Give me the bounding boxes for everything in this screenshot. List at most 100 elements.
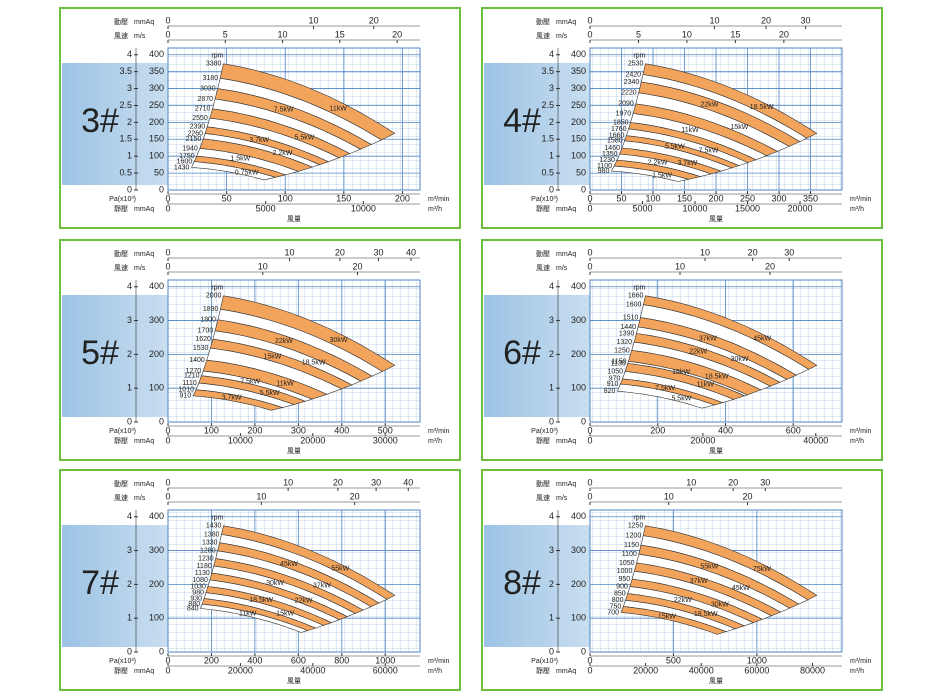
power-label: 18.5kW (302, 359, 326, 366)
y-tick-label: 250 (149, 100, 164, 110)
power-label: 3.7kW (222, 395, 242, 402)
x-tick-label: 800 (334, 655, 349, 665)
power-label: 15kW (658, 613, 676, 620)
y-tick-label: 300 (571, 83, 586, 93)
y-tick-label: 1.5 (541, 134, 554, 144)
rpm-label: 1510 (623, 314, 639, 321)
x-tick-label: 60000 (744, 665, 769, 675)
power-label: 30kW (266, 580, 284, 587)
x-tick-label: 400 (334, 425, 349, 435)
x-tick-label: 0 (587, 655, 592, 665)
panel-label: 6# (503, 334, 541, 372)
y-tick-label: 400 (571, 511, 586, 521)
power-label: 5.5kW (665, 144, 685, 151)
x-tick-label: 10000 (228, 435, 253, 445)
power-label: 22kW (689, 349, 707, 356)
y-tick-label: 50 (576, 167, 586, 177)
y-tick-label: 150 (149, 134, 164, 144)
power-label: 37kW (690, 578, 708, 585)
rpm-label: 1620 (195, 336, 211, 343)
power-label: 11kW (696, 382, 714, 389)
x-tick-label: 0 (165, 193, 170, 203)
power-label: 18.5kW (249, 597, 273, 604)
rpm-label: 980 (598, 168, 610, 175)
rpm-label: 1430 (174, 164, 190, 171)
axis-label: m/s (134, 33, 146, 40)
power-label: 45kW (753, 336, 771, 343)
x-tick-label: 20 (352, 261, 362, 271)
x-tick-label: 40000 (300, 665, 325, 675)
rpm-label: 3380 (206, 61, 222, 68)
x-tick-label: 0 (165, 491, 170, 501)
rpm-header: rpm (633, 53, 645, 60)
axis-label: 風量 (709, 677, 723, 685)
power-label: 11kW (681, 127, 699, 134)
y-tick-label: 1 (549, 613, 554, 623)
power-label: 22kW (295, 597, 313, 604)
x-tick-label: 150 (336, 193, 351, 203)
power-label: 30kW (330, 337, 348, 344)
axis-label: 風量 (287, 215, 301, 223)
rpm-label: 1280 (200, 548, 216, 555)
axis-label: m/s (134, 265, 146, 272)
y-tick-label: 0 (581, 646, 586, 656)
rpm-label: 3180 (203, 75, 219, 82)
x-tick-label: 200 (395, 193, 410, 203)
axis-label: 靜壓 (536, 436, 550, 445)
rpm-label: 1660 (609, 133, 625, 140)
panel-label: 4# (503, 102, 541, 140)
rpm-header: rpm (633, 515, 645, 522)
power-label: 37kW (699, 336, 717, 343)
axis-label: 動壓 (536, 249, 550, 258)
rpm-label: 910 (180, 393, 192, 400)
x-tick-label: 0 (165, 15, 170, 25)
axis-label: mmAq (134, 481, 154, 488)
x-tick-label: 100 (645, 193, 660, 203)
axis-label: 靜壓 (114, 666, 128, 675)
rpm-label: 2220 (621, 90, 637, 97)
rpm-label: 820 (604, 388, 616, 395)
rpm-label: 1050 (619, 560, 635, 567)
axis-label: m³/h (850, 206, 864, 213)
axis-label: 動壓 (114, 479, 128, 488)
y-tick-label: 50 (154, 167, 164, 177)
x-tick-label: 30 (371, 477, 381, 487)
panel-label: 3# (81, 102, 119, 140)
y-tick-label: 2 (549, 349, 554, 359)
x-tick-label: 0 (165, 655, 170, 665)
rpm-label: 1750 (179, 153, 195, 160)
y-tick-label: 400 (149, 49, 164, 59)
x-tick-label: 5 (636, 29, 641, 39)
y-tick-label: 400 (571, 49, 586, 59)
label-band (484, 525, 590, 647)
y-tick-label: 300 (149, 545, 164, 555)
axis-label: 靜壓 (536, 666, 550, 675)
axis-label: m³/min (428, 658, 449, 665)
power-label: 22kW (674, 597, 692, 604)
power-label: 2.2kW (648, 159, 668, 166)
x-tick-label: 0 (165, 665, 170, 675)
y-tick-label: 200 (571, 349, 586, 359)
power-label: 30kW (711, 602, 729, 609)
x-tick-label: 60000 (373, 665, 398, 675)
power-label: 22kW (275, 338, 293, 345)
label-band (62, 295, 168, 417)
label-band (62, 525, 168, 647)
x-tick-label: 0 (587, 261, 592, 271)
x-tick-label: 50 (222, 193, 232, 203)
rpm-label: 750 (610, 603, 622, 610)
power-label: 11kW (276, 380, 294, 387)
axis-label: mmAq (556, 668, 576, 675)
rpm-label: 1330 (202, 540, 218, 547)
power-label: 45kW (732, 585, 750, 592)
rpm-label: 700 (607, 609, 619, 616)
y-tick-label: 4 (549, 49, 554, 59)
rpm-header: rpm (211, 515, 223, 522)
x-tick-label: 10 (308, 15, 318, 25)
y-tick-label: 4 (127, 281, 132, 291)
axis-label: m³/h (850, 438, 864, 445)
y-tick-label: 300 (571, 545, 586, 555)
axis-label: mmAq (134, 251, 154, 258)
